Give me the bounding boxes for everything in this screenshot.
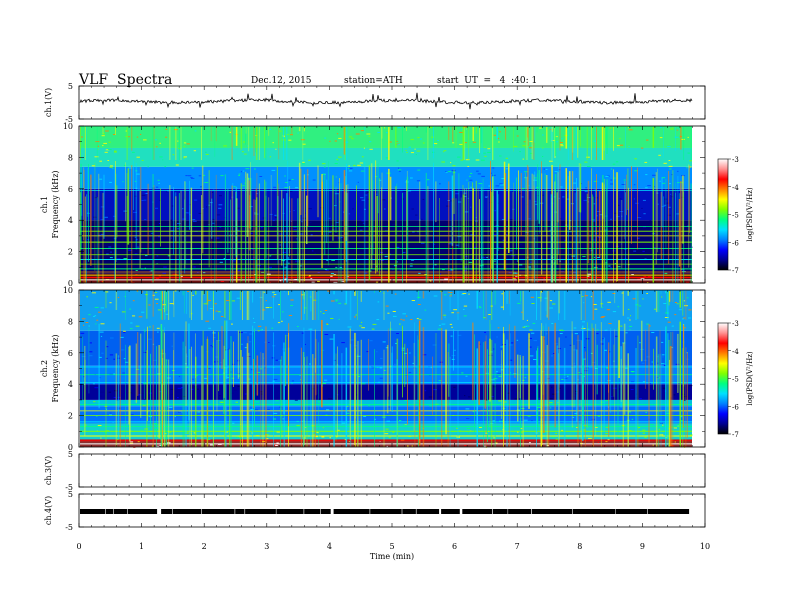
- x-tick-label: 4: [327, 542, 332, 551]
- y-axis-label: Frequency (kHz): [51, 170, 60, 238]
- panel-frame: [78, 453, 706, 488]
- y-tick-label: 6: [68, 349, 73, 358]
- ch4-pulse: [172, 509, 202, 514]
- colorbar-tick-label: -3: [732, 156, 739, 164]
- ch4-pulse: [402, 509, 416, 514]
- y-tick-label: 0: [68, 443, 73, 452]
- panel-5-axes: [78, 493, 706, 528]
- y-tick-label: 5: [68, 82, 73, 91]
- colorbar-scale: [717, 322, 729, 435]
- start-time-label: start UT = 4 :40: 1: [437, 76, 538, 86]
- colorbar-tick-label: -5: [732, 212, 739, 220]
- y-tick-label: -5: [65, 523, 73, 532]
- colorbar-tick-label: -3: [732, 320, 739, 328]
- ch1-waveform-trace: [79, 92, 693, 110]
- colorbar-tick-label: -7: [732, 267, 739, 275]
- x-tick-label: 2: [202, 542, 207, 551]
- y-tick-label: -5: [65, 115, 73, 124]
- ch4-pulse: [245, 509, 276, 514]
- y-tick-label: 4: [68, 216, 73, 225]
- ch4-pulse: [333, 509, 370, 514]
- ch4-pulse: [80, 509, 106, 514]
- noise-speckle: [545, 126, 548, 128]
- y-tick-label: 0: [68, 279, 73, 288]
- y-axis-label: Frequency (kHz): [51, 334, 60, 402]
- x-tick-label: 1: [139, 542, 144, 551]
- y-tick-label: 2: [68, 412, 73, 421]
- x-tick-label: 5: [389, 542, 394, 551]
- x-axis-label: Time (min): [370, 552, 414, 561]
- y-tick-label: 8: [68, 317, 73, 326]
- colorbar-tick-label: -4: [732, 348, 739, 356]
- ch4-pulse: [127, 509, 158, 514]
- sferics-overlay: [80, 127, 692, 283]
- y-tick-label: 8: [68, 153, 73, 162]
- x-tick-label: 9: [640, 542, 645, 551]
- colorbar-tick-label: -5: [732, 376, 739, 384]
- x-tick-label: 7: [515, 542, 520, 551]
- colorbar-label: log(PSD(V²/Hz): [746, 187, 754, 242]
- y-axis-label: ch.1(V): [44, 88, 53, 117]
- colorbar-ch.1: [717, 158, 731, 271]
- sferics-overlay: [80, 291, 692, 447]
- colorbar-tick-label: -6: [732, 403, 739, 411]
- ch4-pulse: [573, 509, 616, 514]
- x-tick-label: 3: [264, 542, 269, 551]
- y-tick-label: 4: [68, 380, 73, 389]
- panel-1-axes: [78, 85, 706, 120]
- ch4-pulse: [615, 509, 647, 514]
- date-label: Dec.12, 2015: [251, 76, 312, 86]
- x-tick-label: 0: [76, 542, 81, 551]
- ch4-pulse: [416, 509, 440, 514]
- y-tick-label: 5: [68, 450, 73, 459]
- panel-2-axes: [78, 125, 706, 284]
- ch4-pulse: [493, 509, 508, 514]
- ch4-pulse: [235, 509, 245, 514]
- ch4-pulse: [370, 509, 402, 514]
- station-label: station=ATH: [344, 76, 403, 86]
- colorbar-ch.2: [717, 322, 731, 435]
- ch4-pulse: [531, 509, 573, 514]
- chart-title: VLF Spectra: [79, 72, 173, 88]
- panel-3-axes: [78, 289, 706, 448]
- channel-label: ch.1: [40, 196, 49, 213]
- ch4-pulse: [647, 509, 690, 514]
- ch4-pulse: [113, 509, 128, 514]
- colorbar-tick-label: -7: [732, 431, 739, 439]
- ch4-pulse: [441, 509, 460, 514]
- x-tick-label: 8: [577, 542, 582, 551]
- x-tick-label: 10: [700, 542, 710, 551]
- colorbar-tick-label: -4: [732, 184, 739, 192]
- ch4-pulse: [462, 509, 493, 514]
- y-axis-label: ch.3(V): [44, 456, 53, 485]
- ch4-pulse: [304, 509, 321, 514]
- y-tick-label: 6: [68, 185, 73, 194]
- ch4-pulse: [161, 509, 173, 514]
- y-tick-label: 10: [63, 122, 73, 131]
- y-tick-label: 10: [63, 286, 73, 295]
- y-axis-label: ch.4(V): [44, 496, 53, 525]
- panel-4-axes: [78, 453, 706, 488]
- y-tick-label: -5: [65, 483, 73, 492]
- colorbar-tick-label: -6: [732, 239, 739, 247]
- ch4-pulse: [201, 509, 235, 514]
- ch4-pulse: [508, 509, 532, 514]
- spectrogram-ch.2: [80, 290, 693, 448]
- channel-label: ch.2: [40, 360, 49, 377]
- colorbar-label: log(PSD(V²/Hz): [746, 351, 754, 406]
- ch4-pulse: [276, 509, 304, 514]
- y-tick-label: 5: [68, 490, 73, 499]
- colorbar-scale: [717, 158, 729, 271]
- spectrogram-ch.1: [80, 126, 693, 284]
- ch4-pulse: [105, 509, 113, 514]
- x-tick-label: 6: [452, 542, 457, 551]
- ch4-pulse: [321, 509, 331, 514]
- noise-speckle: [174, 290, 177, 292]
- y-tick-label: 2: [68, 248, 73, 257]
